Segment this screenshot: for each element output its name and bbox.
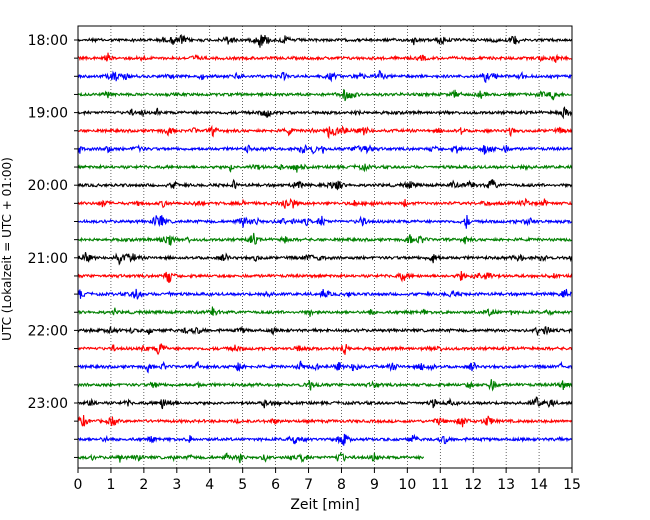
trace-2300 bbox=[77, 396, 573, 410]
y-axis: 18:00 19:00 20:00 21:00 22:00 23:00 bbox=[28, 33, 78, 458]
x-tick-label-8: 8 bbox=[337, 477, 346, 493]
x-tick-label-2: 2 bbox=[139, 477, 148, 493]
seismic-traces bbox=[77, 34, 573, 464]
trace-1915 bbox=[77, 124, 573, 140]
trace-2000 bbox=[77, 178, 573, 191]
trace-2345 bbox=[77, 451, 425, 464]
trace-2200 bbox=[77, 325, 573, 336]
y-tick-label-1900: 19:00 bbox=[28, 106, 68, 122]
trace-2215 bbox=[77, 343, 573, 356]
trace-2100 bbox=[77, 252, 573, 266]
x-tick-label-3: 3 bbox=[172, 477, 181, 493]
x-tick-label-9: 9 bbox=[370, 477, 379, 493]
trace-1845 bbox=[77, 88, 572, 102]
trace-2015 bbox=[77, 197, 573, 209]
trace-1830 bbox=[77, 69, 573, 84]
trace-1930 bbox=[77, 144, 573, 155]
y-tick-label-2000: 20:00 bbox=[28, 178, 68, 194]
x-tick-label-0: 0 bbox=[74, 477, 83, 493]
x-tick-label-10: 10 bbox=[398, 477, 416, 493]
y-tick-label-2100: 21:00 bbox=[28, 251, 68, 267]
y-tick-label-1800: 18:00 bbox=[28, 33, 68, 49]
x-tick-label-6: 6 bbox=[271, 477, 280, 493]
x-axis: 0 1 2 3 4 5 6 7 8 9 10 11 12 13 14 15 bbox=[74, 468, 581, 493]
x-axis-label: Zeit [min] bbox=[290, 497, 359, 513]
x-tick-label-7: 7 bbox=[304, 477, 313, 493]
trace-2030 bbox=[77, 215, 573, 229]
trace-1815 bbox=[77, 52, 573, 63]
trace-2245 bbox=[77, 379, 573, 392]
y-axis-label: UTC (Lokalzeit = UTC + 01:00) bbox=[0, 157, 14, 341]
y-tick-label-2300: 23:00 bbox=[28, 396, 68, 412]
x-tick-label-14: 14 bbox=[530, 477, 548, 493]
x-tick-label-15: 15 bbox=[563, 477, 581, 493]
trace-2230 bbox=[77, 360, 573, 374]
trace-1900 bbox=[77, 106, 573, 120]
x-tick-label-13: 13 bbox=[497, 477, 515, 493]
trace-2330 bbox=[77, 433, 573, 446]
x-tick-label-4: 4 bbox=[205, 477, 214, 493]
plot-frame bbox=[77, 25, 573, 469]
trace-1945 bbox=[77, 163, 573, 173]
trace-2045 bbox=[77, 232, 573, 246]
trace-1800 bbox=[77, 34, 573, 48]
trace-2115 bbox=[77, 270, 573, 284]
x-tick-label-1: 1 bbox=[106, 477, 115, 493]
x-tick-label-5: 5 bbox=[238, 477, 247, 493]
y-tick-label-2200: 22:00 bbox=[28, 323, 68, 339]
trace-2130 bbox=[77, 288, 573, 300]
trace-2315 bbox=[77, 415, 573, 428]
x-tick-label-12: 12 bbox=[464, 477, 482, 493]
trace-2145 bbox=[77, 306, 573, 317]
x-tick-label-11: 11 bbox=[431, 477, 449, 493]
